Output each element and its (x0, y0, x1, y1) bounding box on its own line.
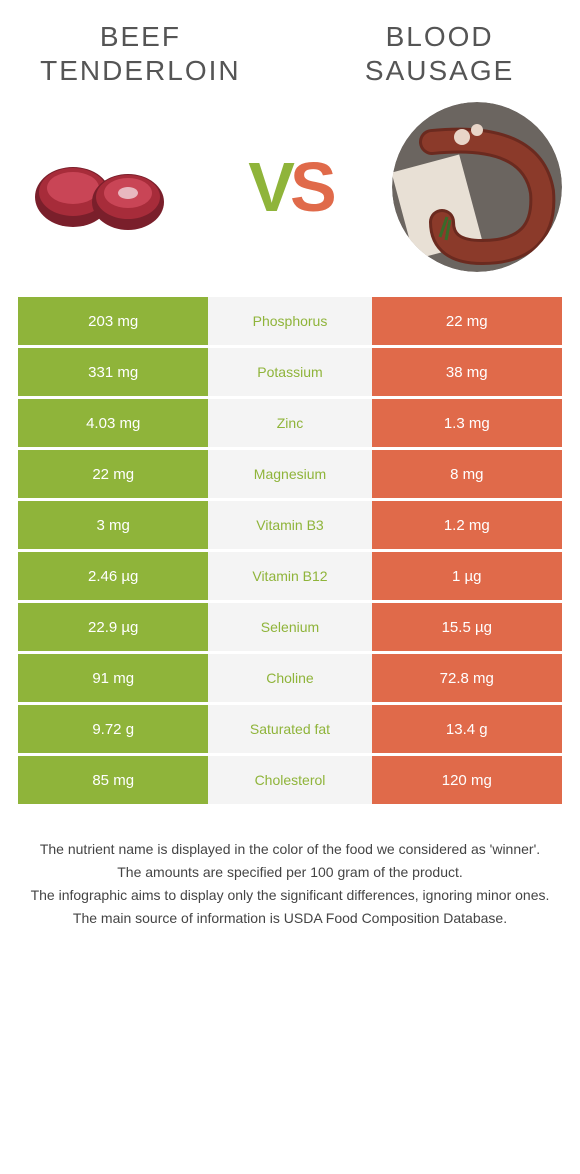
vs-label: VS (248, 147, 331, 227)
value-left: 2.46 µg (18, 552, 208, 600)
table-row: 4.03 mgZinc1.3 mg (18, 399, 562, 447)
value-left: 22.9 µg (18, 603, 208, 651)
value-left: 3 mg (18, 501, 208, 549)
value-left: 331 mg (18, 348, 208, 396)
value-left: 203 mg (18, 297, 208, 345)
nutrient-label: Potassium (208, 348, 371, 396)
table-row: 22 mgMagnesium8 mg (18, 450, 562, 498)
value-right: 120 mg (372, 756, 562, 804)
food-image-right (392, 102, 562, 272)
vs-v: V (248, 148, 290, 226)
nutrient-label: Zinc (208, 399, 371, 447)
value-left: 85 mg (18, 756, 208, 804)
value-right: 1.2 mg (372, 501, 562, 549)
value-right: 38 mg (372, 348, 562, 396)
hero-row: VS (18, 102, 562, 272)
nutrient-label: Cholesterol (208, 756, 371, 804)
footnote-line: The infographic aims to display only the… (28, 885, 552, 906)
value-right: 13.4 g (372, 705, 562, 753)
nutrient-label: Choline (208, 654, 371, 702)
footnote-line: The amounts are specified per 100 gram o… (28, 862, 552, 883)
nutrient-label: Vitamin B3 (208, 501, 371, 549)
footnotes: The nutrient name is displayed in the co… (18, 839, 562, 929)
nutrient-label: Phosphorus (208, 297, 371, 345)
nutrient-table: 203 mgPhosphorus22 mg331 mgPotassium38 m… (18, 297, 562, 804)
value-right: 1 µg (372, 552, 562, 600)
table-row: 91 mgCholine72.8 mg (18, 654, 562, 702)
value-left: 4.03 mg (18, 399, 208, 447)
table-row: 203 mgPhosphorus22 mg (18, 297, 562, 345)
title-left: Beef tenderloin (18, 20, 263, 87)
value-right: 22 mg (372, 297, 562, 345)
beef-tenderloin-icon (18, 102, 188, 272)
titles-row: Beef tenderloin Blood sausage (18, 20, 562, 87)
value-left: 91 mg (18, 654, 208, 702)
value-left: 9.72 g (18, 705, 208, 753)
food-image-left (18, 102, 188, 272)
value-right: 8 mg (372, 450, 562, 498)
value-right: 15.5 µg (372, 603, 562, 651)
infographic-container: Beef tenderloin Blood sausage VS (0, 0, 580, 951)
table-row: 331 mgPotassium38 mg (18, 348, 562, 396)
nutrient-label: Vitamin B12 (208, 552, 371, 600)
value-right: 1.3 mg (372, 399, 562, 447)
table-row: 9.72 gSaturated fat13.4 g (18, 705, 562, 753)
value-left: 22 mg (18, 450, 208, 498)
table-row: 2.46 µgVitamin B121 µg (18, 552, 562, 600)
vs-s: S (290, 148, 332, 226)
table-row: 3 mgVitamin B31.2 mg (18, 501, 562, 549)
nutrient-label: Saturated fat (208, 705, 371, 753)
nutrient-label: Selenium (208, 603, 371, 651)
table-row: 22.9 µgSelenium15.5 µg (18, 603, 562, 651)
title-right: Blood sausage (317, 20, 562, 87)
footnote-line: The main source of information is USDA F… (28, 908, 552, 929)
table-row: 85 mgCholesterol120 mg (18, 756, 562, 804)
value-right: 72.8 mg (372, 654, 562, 702)
blood-sausage-icon (392, 102, 562, 272)
nutrient-label: Magnesium (208, 450, 371, 498)
footnote-line: The nutrient name is displayed in the co… (28, 839, 552, 860)
